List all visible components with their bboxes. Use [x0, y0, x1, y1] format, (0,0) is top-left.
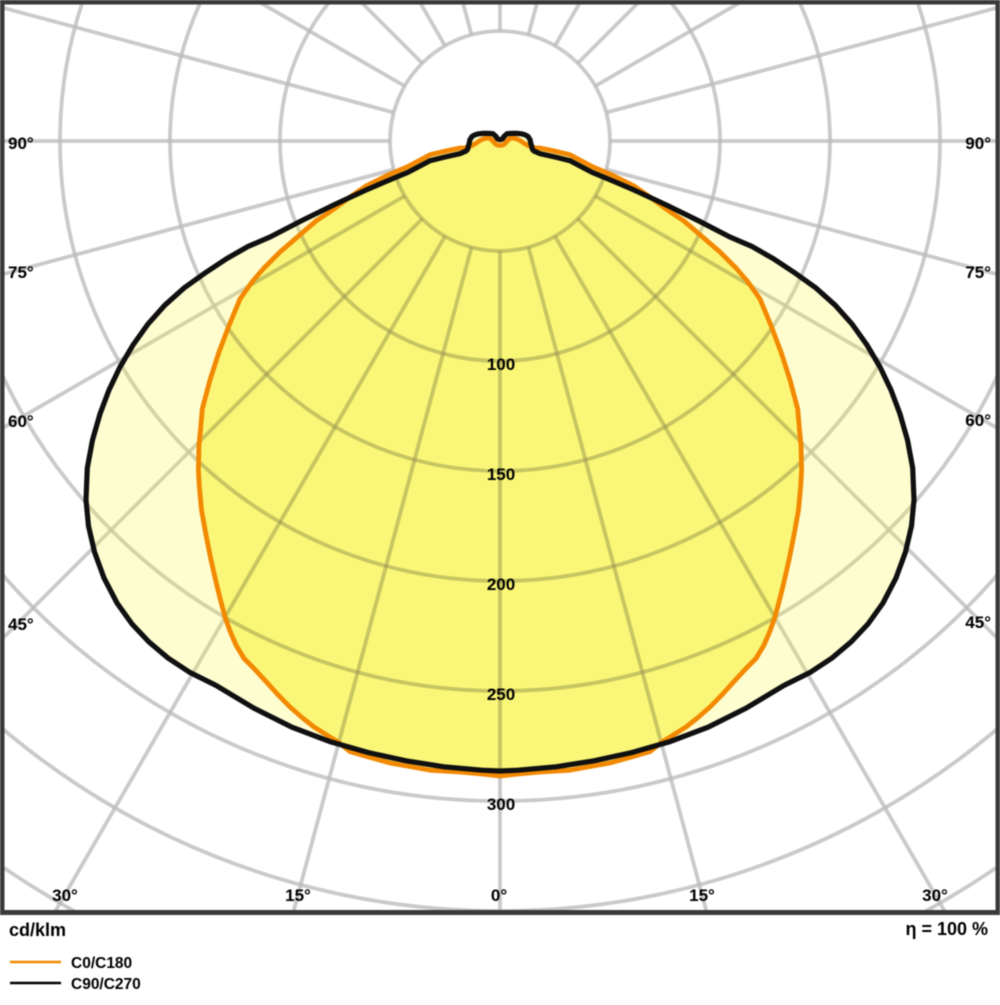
svg-text:100: 100	[487, 355, 515, 374]
svg-text:60°: 60°	[965, 411, 991, 430]
svg-text:90°: 90°	[8, 134, 34, 153]
svg-text:60°: 60°	[8, 412, 34, 431]
svg-text:250: 250	[487, 685, 515, 704]
svg-text:C0/C180: C0/C180	[71, 955, 132, 972]
svg-text:75°: 75°	[965, 263, 991, 282]
svg-text:cd/klm: cd/klm	[9, 920, 66, 940]
svg-text:75°: 75°	[8, 263, 34, 282]
svg-text:C90/C270: C90/C270	[71, 976, 141, 993]
svg-text:30°: 30°	[922, 886, 948, 905]
svg-text:45°: 45°	[965, 613, 991, 632]
svg-text:150: 150	[487, 465, 515, 484]
svg-text:200: 200	[487, 575, 515, 594]
svg-text:30°: 30°	[52, 886, 78, 905]
svg-text:15°: 15°	[285, 886, 311, 905]
svg-text:η = 100 %: η = 100 %	[905, 919, 988, 939]
svg-text:45°: 45°	[8, 615, 34, 634]
svg-text:90°: 90°	[965, 134, 991, 153]
svg-text:15°: 15°	[689, 886, 715, 905]
svg-text:0°: 0°	[491, 886, 507, 905]
svg-text:300: 300	[487, 795, 515, 814]
